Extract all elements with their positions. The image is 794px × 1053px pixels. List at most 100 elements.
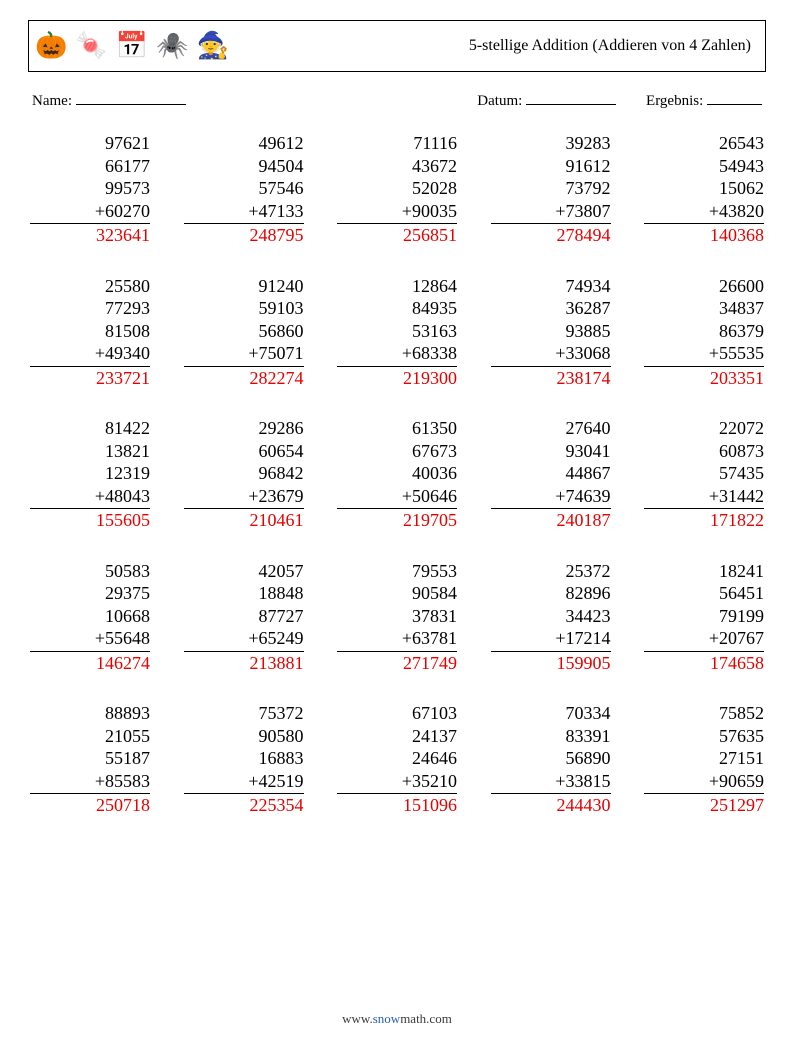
addend: 96842	[184, 462, 304, 485]
problem: 266003483786379+55535203351	[644, 275, 764, 390]
problem: 758525763527151+90659251297	[644, 702, 764, 817]
addend: 21055	[30, 725, 150, 748]
calendar-icon: 📅	[116, 33, 148, 59]
addend: 75372	[184, 702, 304, 725]
last-addend: +90035	[337, 200, 457, 225]
last-addend: +35210	[337, 770, 457, 795]
last-addend: +31442	[644, 485, 764, 510]
problem: 420571884887727+65249213881	[184, 560, 304, 675]
addend: 97621	[30, 132, 150, 155]
answer: 155605	[30, 509, 150, 532]
addend: 12319	[30, 462, 150, 485]
problem-row: 888932105555187+855832507187537290580168…	[30, 702, 764, 817]
result-label: Ergebnis:	[646, 93, 703, 109]
addend: 66177	[30, 155, 150, 178]
header-box: 🎃 🍬 📅 🕷️ 🧙 5-stellige Addition (Addieren…	[28, 20, 766, 72]
addend: 67103	[337, 702, 457, 725]
addend: 77293	[30, 297, 150, 320]
addend: 82896	[491, 582, 611, 605]
problem: 613506767340036+50646219705	[337, 417, 457, 532]
addend: 13821	[30, 440, 150, 463]
problem: 671032413724646+35210151096	[337, 702, 457, 817]
last-addend: +43820	[644, 200, 764, 225]
addend: 71116	[337, 132, 457, 155]
addend: 22072	[644, 417, 764, 440]
addend: 12864	[337, 275, 457, 298]
problem-row: 976216617799573+602703236414961294504575…	[30, 132, 764, 247]
answer: 248795	[184, 224, 304, 247]
problem: 749343628793885+33068238174	[491, 275, 611, 390]
answer: 271749	[337, 652, 457, 675]
answer: 250718	[30, 794, 150, 817]
last-addend: +48043	[30, 485, 150, 510]
problem-row: 505832937510668+556481462744205718848877…	[30, 560, 764, 675]
answer: 171822	[644, 509, 764, 532]
answer: 251297	[644, 794, 764, 817]
addend: 36287	[491, 297, 611, 320]
result-blank[interactable]	[707, 90, 762, 105]
answer: 282274	[184, 367, 304, 390]
answer: 240187	[491, 509, 611, 532]
header-icons: 🎃 🍬 📅 🕷️ 🧙	[35, 33, 229, 59]
last-addend: +73807	[491, 200, 611, 225]
addend: 15062	[644, 177, 764, 200]
last-addend: +49340	[30, 342, 150, 367]
last-addend: +55535	[644, 342, 764, 367]
addend: 75852	[644, 702, 764, 725]
addend: 27151	[644, 747, 764, 770]
addend: 29286	[184, 417, 304, 440]
last-addend: +60270	[30, 200, 150, 225]
addend: 25580	[30, 275, 150, 298]
last-addend: +17214	[491, 627, 611, 652]
addend: 88893	[30, 702, 150, 725]
addend: 73792	[491, 177, 611, 200]
answer: 203351	[644, 367, 764, 390]
addend: 70334	[491, 702, 611, 725]
date-blank[interactable]	[526, 90, 616, 105]
addend: 90584	[337, 582, 457, 605]
last-addend: +74639	[491, 485, 611, 510]
info-row: Name: Datum: Ergebnis:	[32, 90, 762, 110]
addend: 40036	[337, 462, 457, 485]
footer: www.snowmath.com	[0, 1011, 794, 1027]
answer: 238174	[491, 367, 611, 390]
answer: 244430	[491, 794, 611, 817]
result-field: Ergebnis:	[646, 90, 762, 110]
name-label: Name:	[32, 93, 72, 109]
last-addend: +33815	[491, 770, 611, 795]
addend: 37831	[337, 605, 457, 628]
addend: 74934	[491, 275, 611, 298]
answer: 140368	[644, 224, 764, 247]
answer: 213881	[184, 652, 304, 675]
addend: 10668	[30, 605, 150, 628]
addend: 86379	[644, 320, 764, 343]
addend: 57435	[644, 462, 764, 485]
name-blank[interactable]	[76, 90, 186, 105]
candy-icon: 🍬	[75, 33, 107, 59]
addend: 34837	[644, 297, 764, 320]
problem: 128648493553163+68338219300	[337, 275, 457, 390]
problem: 292866065496842+23679210461	[184, 417, 304, 532]
addend: 18848	[184, 582, 304, 605]
answer: 323641	[30, 224, 150, 247]
addend: 91612	[491, 155, 611, 178]
problem: 276409304144867+74639240187	[491, 417, 611, 532]
pumpkin-icon: 🎃	[35, 33, 67, 59]
last-addend: +90659	[644, 770, 764, 795]
problem: 255807729381508+49340233721	[30, 275, 150, 390]
addend: 56451	[644, 582, 764, 605]
addend: 91240	[184, 275, 304, 298]
addend: 57635	[644, 725, 764, 748]
addend: 93041	[491, 440, 611, 463]
answer: 210461	[184, 509, 304, 532]
addend: 67673	[337, 440, 457, 463]
last-addend: +63781	[337, 627, 457, 652]
addend: 26600	[644, 275, 764, 298]
addend: 84935	[337, 297, 457, 320]
addend: 56890	[491, 747, 611, 770]
last-addend: +20767	[644, 627, 764, 652]
answer: 233721	[30, 367, 150, 390]
last-addend: +55648	[30, 627, 150, 652]
answer: 278494	[491, 224, 611, 247]
problems-grid: 976216617799573+602703236414961294504575…	[28, 132, 766, 817]
